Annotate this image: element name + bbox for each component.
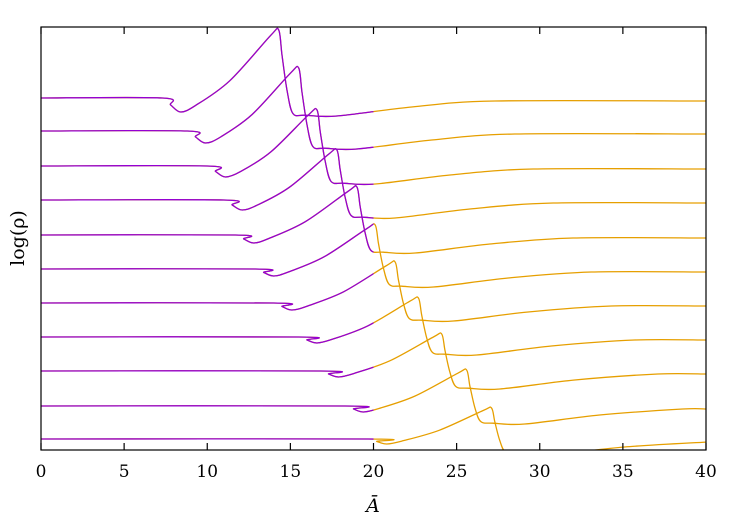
- x-tick-label: 20: [363, 462, 385, 482]
- inner-segment-layer: [41, 27, 374, 440]
- x-tick-label: 30: [529, 462, 551, 482]
- profile-curve-inner-1: [41, 27, 374, 118]
- x-tick-label: 0: [36, 462, 47, 482]
- x-tick-label: 5: [119, 462, 130, 482]
- profile-curve-full-11: [41, 406, 706, 450]
- profile-curve-inner-7: [41, 272, 374, 311]
- x-axis-label: Ā: [364, 494, 380, 517]
- profile-curve-full-2: [41, 65, 706, 151]
- profile-curve-full-3: [41, 107, 706, 186]
- x-ticks: 0 5 10 15 20 25 30 35 40: [36, 27, 717, 482]
- profile-curve-inner-4: [41, 147, 374, 219]
- profile-curve-full-5: [41, 185, 706, 255]
- x-tick-label: 25: [446, 462, 468, 482]
- profile-curve-inner-10: [41, 405, 374, 413]
- x-tick-label: 40: [695, 462, 717, 482]
- profile-curve-inner-3: [41, 107, 374, 186]
- profile-curve-inner-8: [41, 322, 374, 344]
- x-tick-label: 35: [612, 462, 634, 482]
- profile-curve-full-7: [41, 260, 706, 323]
- profile-curve-full-6: [41, 223, 706, 289]
- y-axis-label: log(ρ): [7, 210, 29, 266]
- x-tick-label: 10: [196, 462, 218, 482]
- profile-curve-inner-2: [41, 65, 374, 151]
- curves-layer: [41, 27, 706, 450]
- profile-curve-inner-5: [41, 185, 374, 253]
- x-tick-label: 15: [280, 462, 302, 482]
- profile-curve-full-1: [41, 27, 706, 118]
- profile-curve-inner-6: [41, 223, 374, 277]
- plot-frame: [40, 26, 707, 451]
- profile-curve-inner-9: [41, 366, 374, 378]
